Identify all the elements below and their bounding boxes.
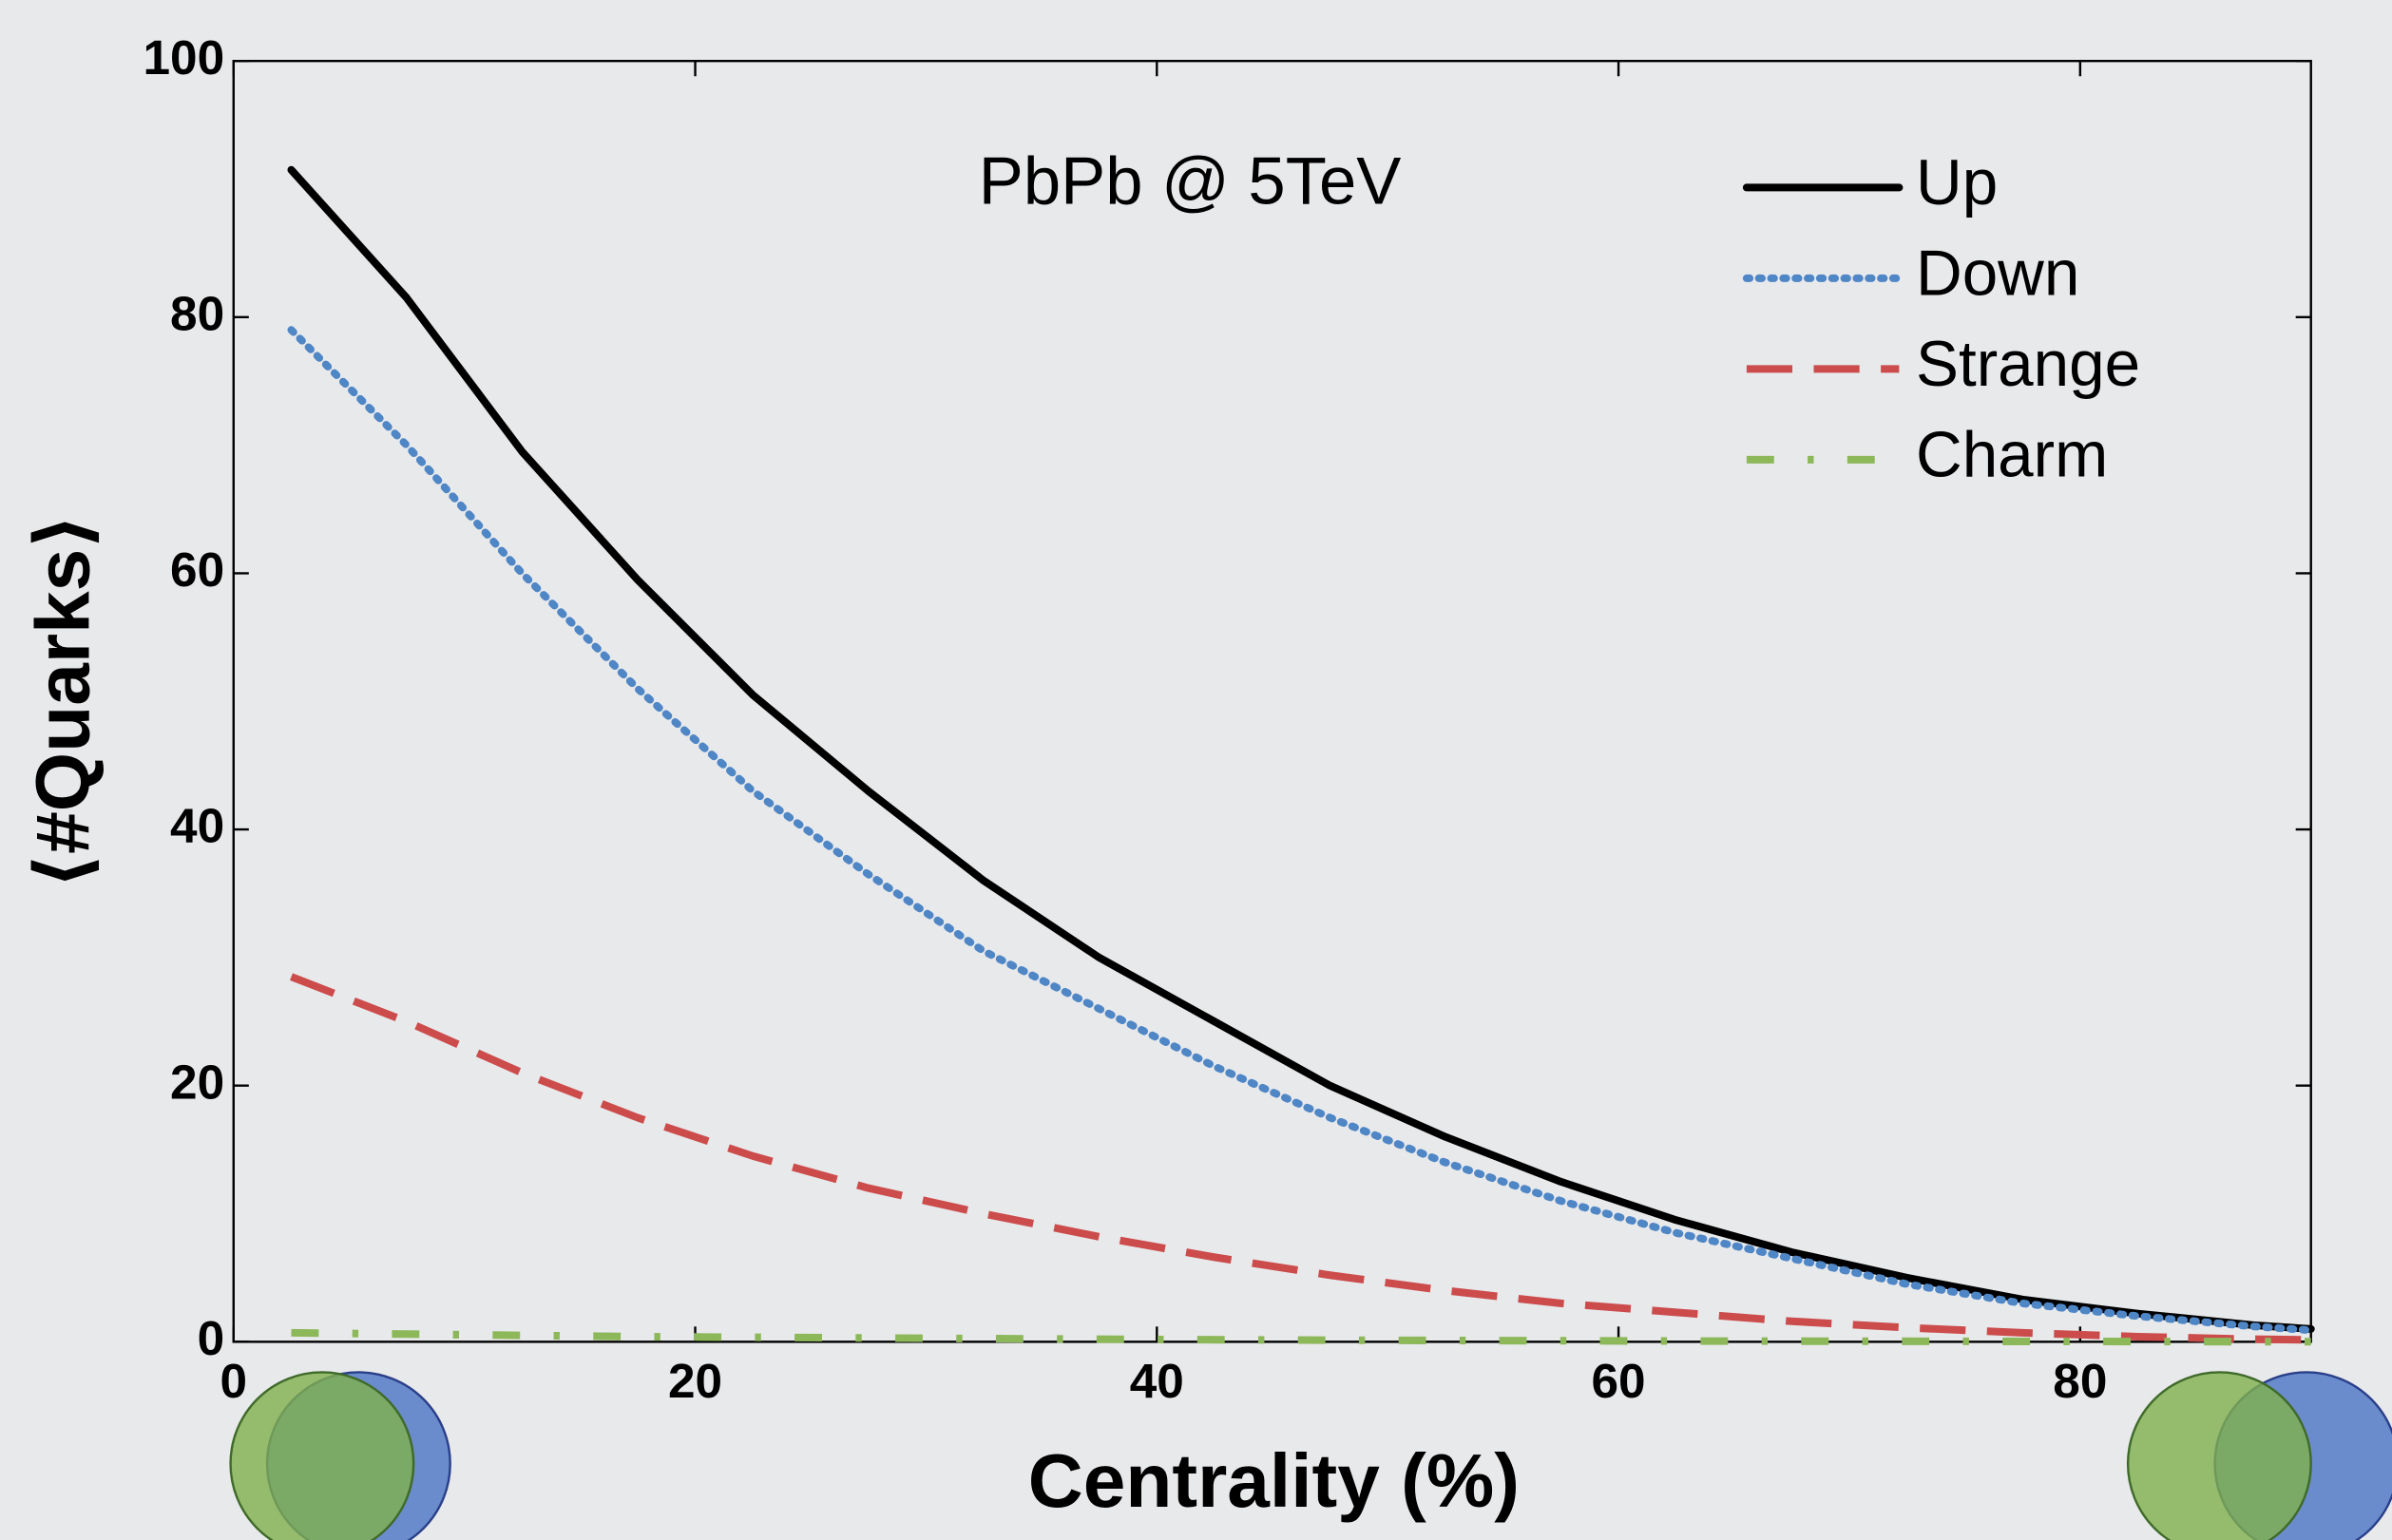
data-line <box>287 165 2315 1333</box>
circle <box>229 1371 415 1540</box>
x-tick-label: 80 <box>2053 1354 2107 1408</box>
y-tick-label: 60 <box>170 542 224 597</box>
legend-label: Down <box>1916 238 2079 310</box>
x-tick-label: 60 <box>1592 1354 1646 1408</box>
plot-frame <box>232 59 2312 1343</box>
y-tick-label: 40 <box>170 799 224 853</box>
y-tick-label: 100 <box>143 30 224 85</box>
legend-label: Up <box>1916 147 1998 219</box>
legend-label: Strange <box>1916 329 2140 400</box>
x-tick-label: 20 <box>668 1354 722 1408</box>
decoration <box>229 1371 2392 1540</box>
x-tick-label: 0 <box>220 1354 247 1408</box>
y-axis-label: ⟨#Quarks⟩ <box>21 514 106 888</box>
annotation: PbPb @ 5TeV <box>979 143 1402 218</box>
data-line <box>290 973 2311 1344</box>
data-line <box>287 326 2315 1335</box>
y-tick-label: 20 <box>170 1055 224 1109</box>
circle <box>2126 1371 2312 1540</box>
data-line <box>291 1328 2311 1346</box>
x-tick-label: 40 <box>1130 1354 1184 1408</box>
legend-label: Charm <box>1916 420 2108 491</box>
y-tick-label: 0 <box>198 1311 225 1365</box>
y-tick-label: 80 <box>170 286 224 340</box>
x-axis-label: Centrality (%) <box>1028 1438 1520 1524</box>
